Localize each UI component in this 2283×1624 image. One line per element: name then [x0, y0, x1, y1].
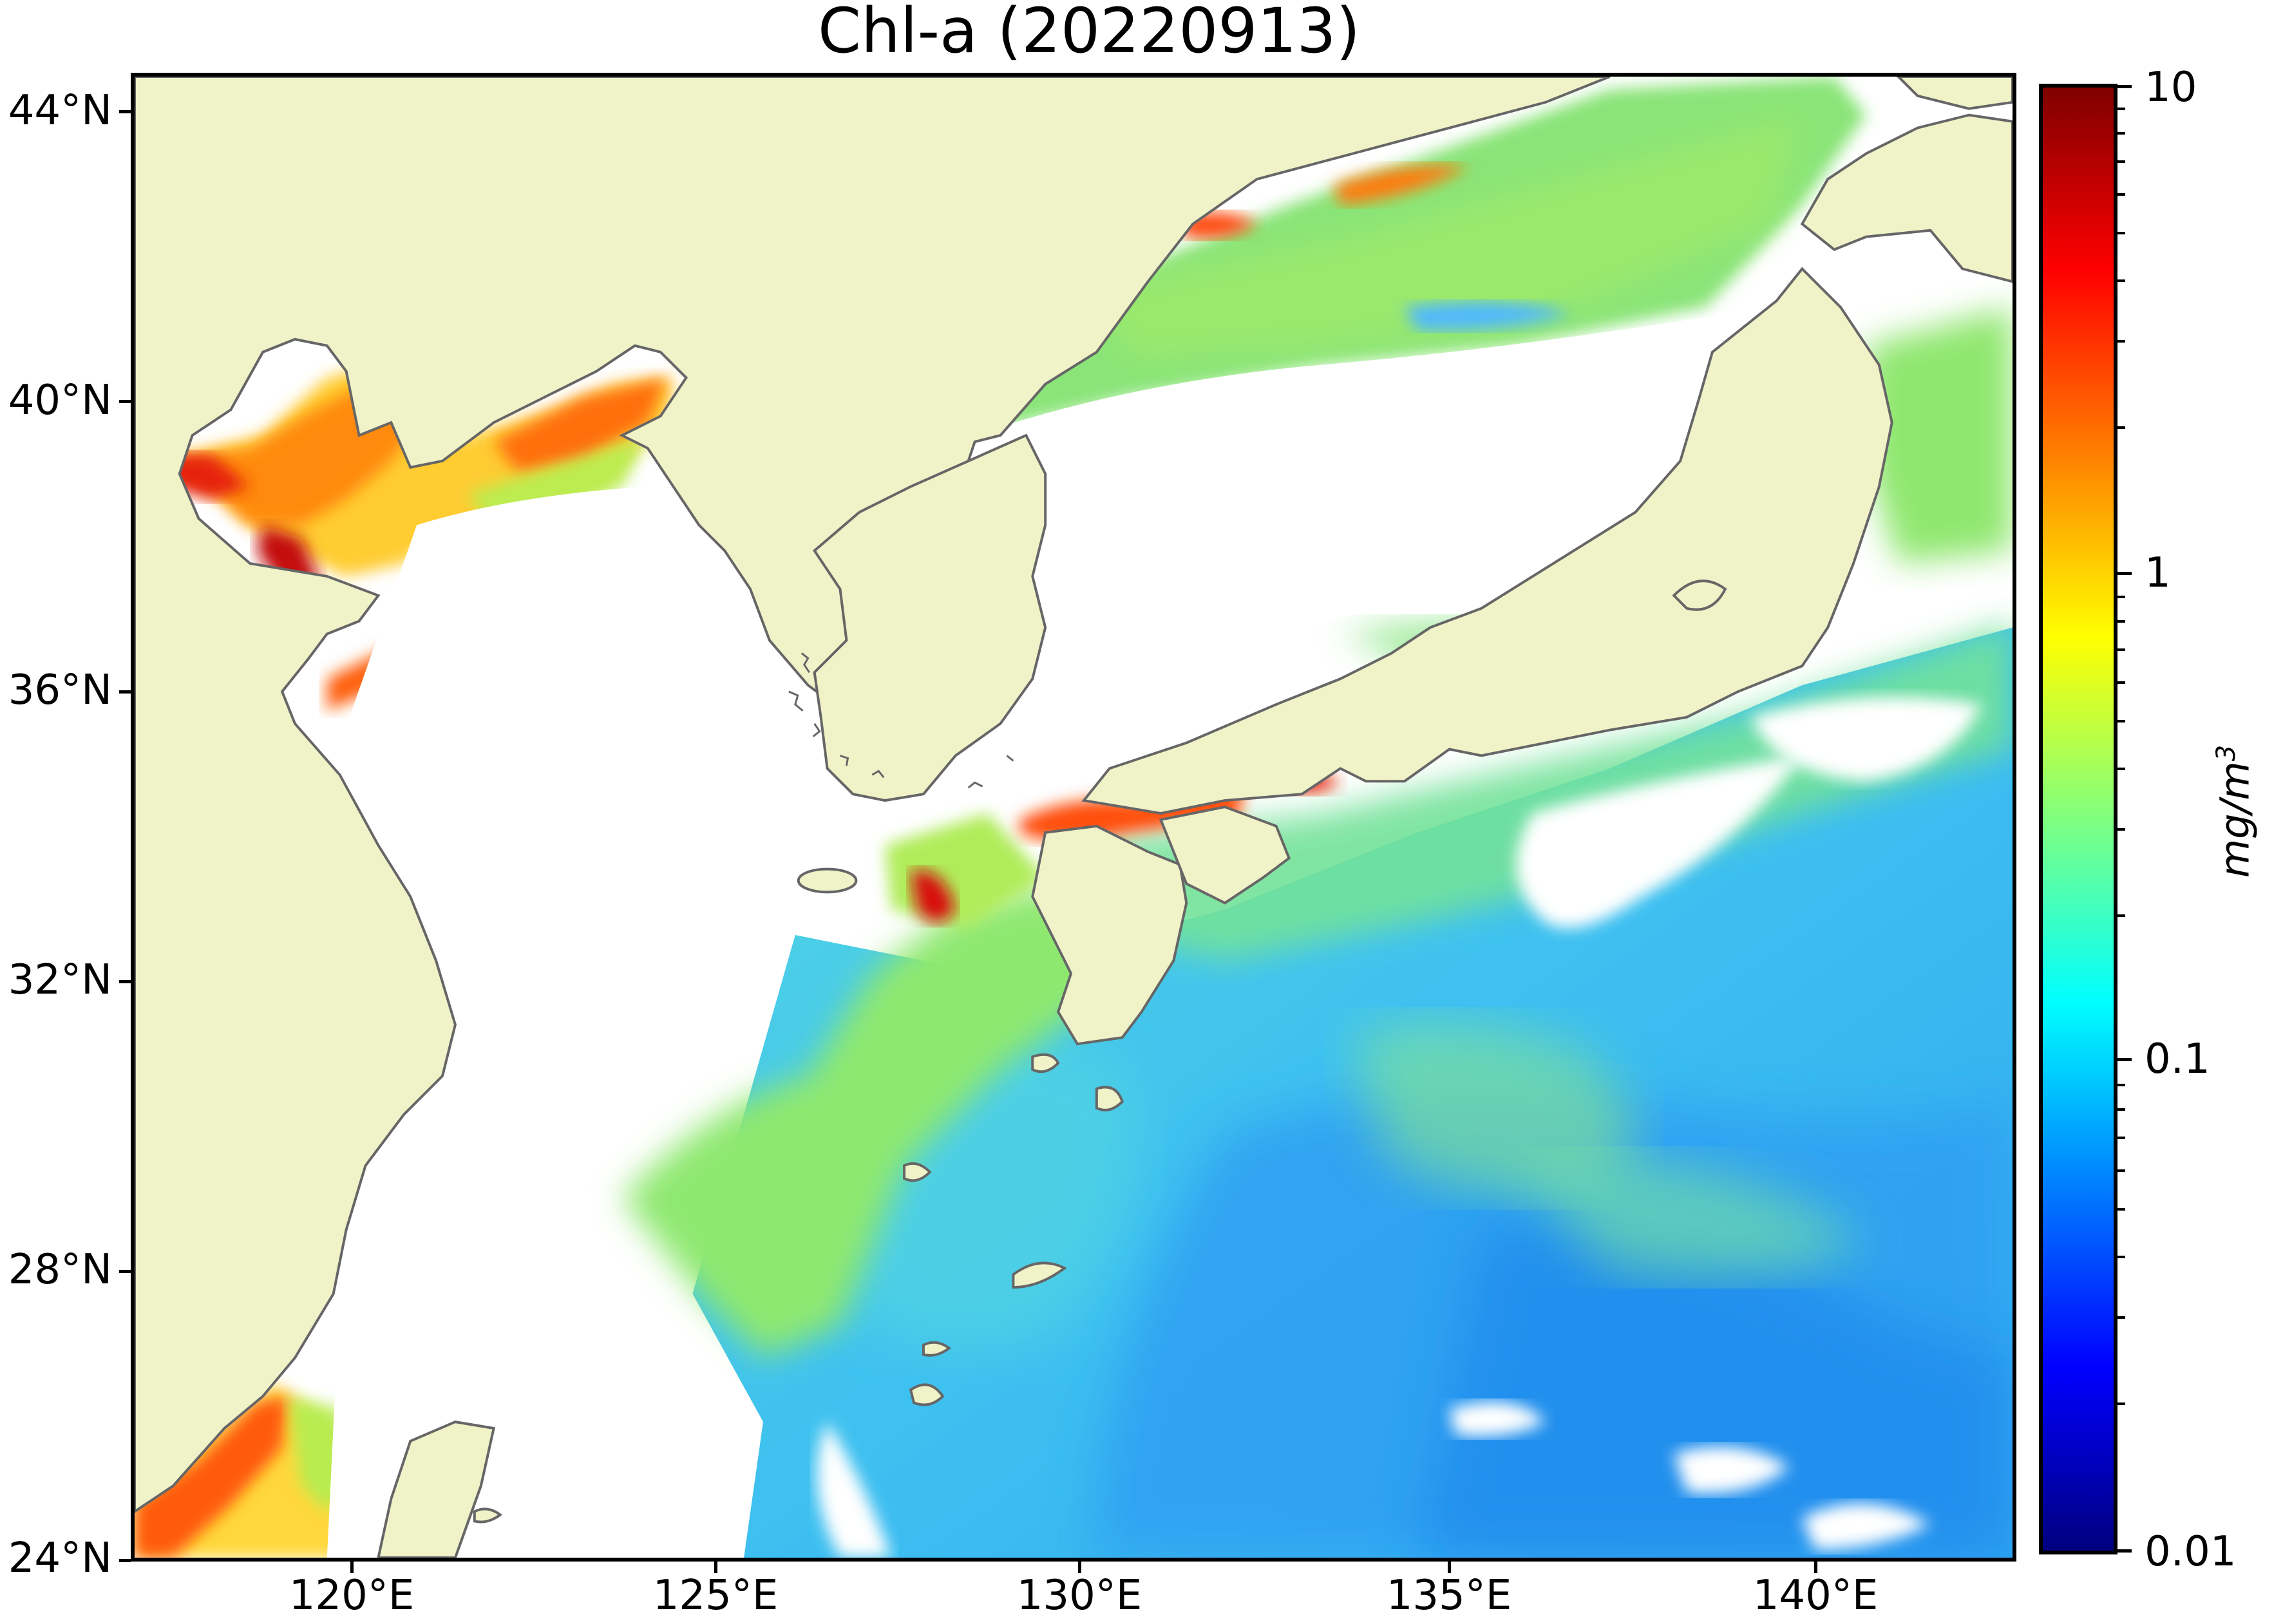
colorbar-minor-tick [2117, 193, 2125, 196]
unit-exponent: 3 [2211, 744, 2241, 762]
cloud-gaps [294, 301, 1982, 1558]
lon-tick [1078, 1562, 1081, 1573]
colorbar-minor-tick [2117, 767, 2125, 770]
lat-tick [119, 110, 131, 113]
colorbar-label-0.01: 0.01 [2145, 1528, 2237, 1576]
lon-tick [714, 1562, 717, 1573]
colorbar-tick [2117, 85, 2132, 88]
colorbar-minor-tick [2117, 426, 2125, 429]
colorbar-minor-tick [2117, 232, 2125, 235]
lon-label-120e: 120°E [289, 1572, 415, 1619]
chlorophyll-map [131, 73, 2016, 1562]
colorbar-minor-tick [2117, 595, 2125, 598]
lat-tick [119, 400, 131, 403]
colorbar-label-1: 1 [2145, 549, 2171, 597]
lat-label-24n: 24°N [8, 1534, 112, 1582]
lon-label-125e: 125°E [652, 1572, 779, 1619]
colorbar-minor-tick [2117, 1169, 2125, 1173]
lat-label-40n: 40°N [8, 377, 112, 424]
colorbar-minor-tick [2117, 107, 2125, 110]
map-canvas [135, 77, 2013, 1558]
colorbar-tick [2117, 1058, 2132, 1061]
colorbar-minor-tick [2117, 160, 2125, 164]
colorbar-minor-tick [2117, 340, 2125, 343]
lat-tick [119, 1270, 131, 1273]
lon-tick [350, 1562, 354, 1573]
colorbar-label-0.1: 0.1 [2145, 1035, 2210, 1083]
colorbar-minor-tick [2117, 620, 2125, 623]
unit-base: mg/m [2211, 761, 2259, 878]
lat-label-36n: 36°N [8, 666, 112, 714]
lat-tick [119, 1559, 131, 1562]
colorbar-tick [2117, 1549, 2132, 1553]
colorbar-unit-label: mg/m3 [2212, 745, 2259, 878]
colorbar-tick [2117, 572, 2132, 575]
lat-label-28n: 28°N [8, 1246, 112, 1294]
lon-label-140e: 140°E [1752, 1572, 1879, 1619]
lon-tick [1448, 1562, 1451, 1573]
colorbar-minor-tick [2117, 1402, 2125, 1405]
lon-label-130e: 130°E [1016, 1572, 1142, 1619]
colorbar [2039, 84, 2117, 1554]
korean-islands [788, 652, 1014, 789]
lat-tick [119, 980, 131, 983]
lat-label-44n: 44°N [8, 87, 112, 135]
map-title: Chl-a (20220913) [817, 0, 1361, 67]
colorbar-label-10: 10 [2145, 64, 2197, 111]
colorbar-minor-tick [2117, 1208, 2125, 1211]
lat-tick [119, 690, 131, 694]
colorbar-minor-tick [2117, 132, 2125, 135]
lon-label-135e: 135°E [1386, 1572, 1512, 1619]
colorbar-minor-tick [2117, 1108, 2125, 1111]
colorbar-minor-tick [2117, 279, 2125, 282]
colorbar-minor-tick [2117, 1137, 2125, 1140]
land [135, 77, 2013, 1558]
colorbar-minor-tick [2117, 828, 2125, 831]
colorbar-minor-tick [2117, 720, 2125, 723]
colorbar-minor-tick [2117, 1316, 2125, 1319]
lat-label-32n: 32°N [8, 956, 112, 1004]
colorbar-minor-tick [2117, 1255, 2125, 1258]
colorbar-minor-tick [2117, 1083, 2125, 1086]
colorbar-minor-tick [2117, 648, 2125, 652]
colorbar-minor-tick [2117, 914, 2125, 917]
lon-tick [1814, 1562, 1817, 1573]
colorbar-minor-tick [2117, 681, 2125, 685]
